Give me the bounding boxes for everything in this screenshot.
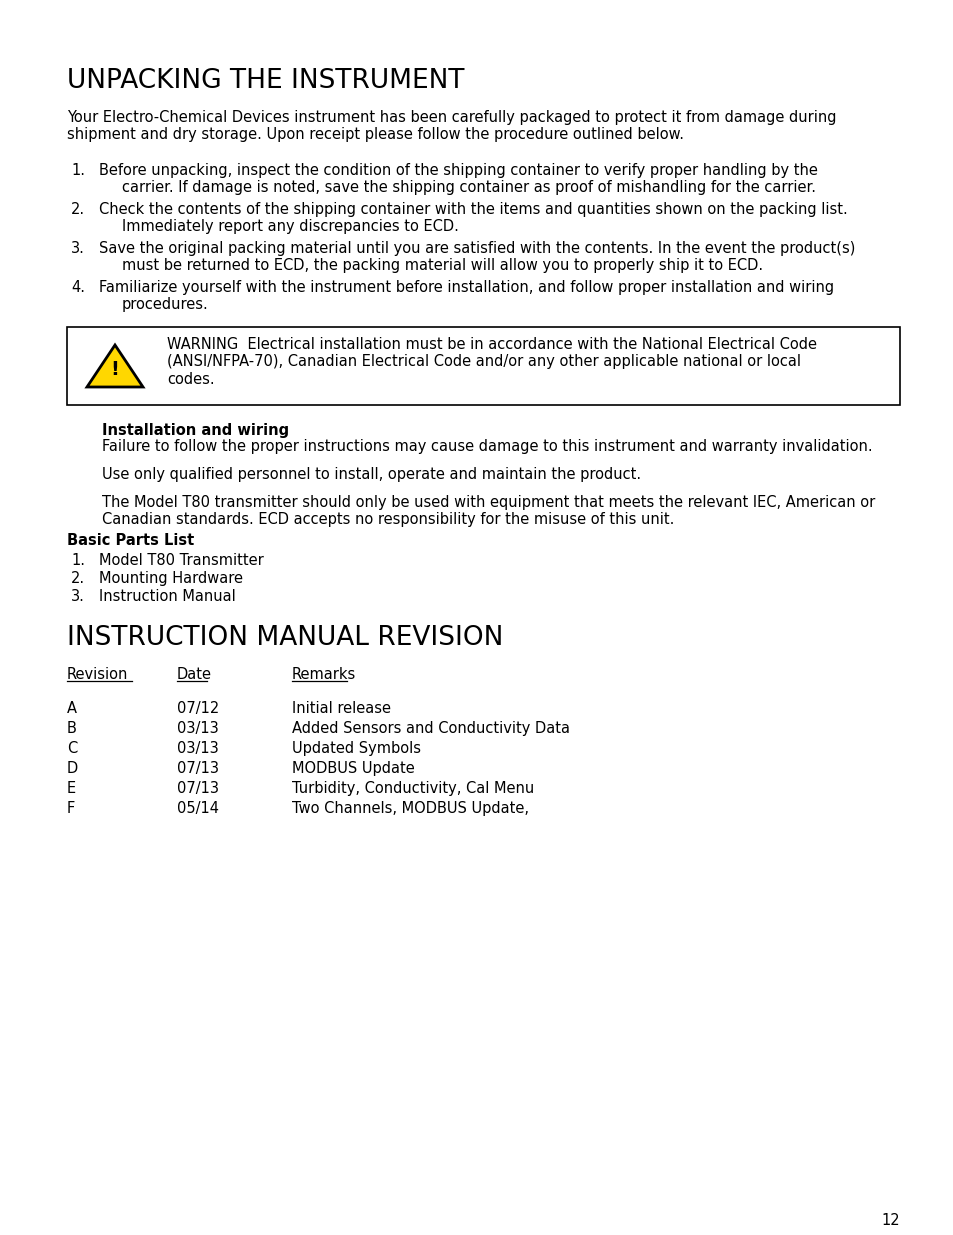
Text: Updated Symbols: Updated Symbols	[292, 741, 420, 756]
Text: Initial release: Initial release	[292, 701, 391, 716]
Text: WARNING  Electrical installation must be in accordance with the National Electri: WARNING Electrical installation must be …	[167, 337, 816, 387]
Text: Familiarize yourself with the instrument before installation, and follow proper : Familiarize yourself with the instrument…	[99, 280, 833, 295]
Text: Instruction Manual: Instruction Manual	[99, 589, 235, 604]
Polygon shape	[87, 345, 143, 387]
Text: Installation and wiring: Installation and wiring	[102, 424, 289, 438]
Text: 07/13: 07/13	[177, 781, 219, 797]
Text: Your Electro-Chemical Devices instrument has been carefully packaged to protect : Your Electro-Chemical Devices instrument…	[67, 110, 836, 142]
Text: carrier. If damage is noted, save the shipping container as proof of mishandling: carrier. If damage is noted, save the sh…	[122, 180, 815, 195]
Text: Mounting Hardware: Mounting Hardware	[99, 571, 243, 585]
Text: D: D	[67, 761, 78, 776]
Text: The Model T80 transmitter should only be used with equipment that meets the rele: The Model T80 transmitter should only be…	[102, 495, 874, 527]
Text: C: C	[67, 741, 77, 756]
Text: Failure to follow the proper instructions may cause damage to this instrument an: Failure to follow the proper instruction…	[102, 438, 872, 454]
Text: 3.: 3.	[71, 241, 85, 256]
Text: INSTRUCTION MANUAL REVISION: INSTRUCTION MANUAL REVISION	[67, 625, 503, 651]
Text: 07/12: 07/12	[177, 701, 219, 716]
Text: 1.: 1.	[71, 163, 85, 178]
Text: Remarks: Remarks	[292, 667, 355, 682]
Text: must be returned to ECD, the packing material will allow you to properly ship it: must be returned to ECD, the packing mat…	[122, 258, 762, 273]
Text: F: F	[67, 802, 75, 816]
Text: Model T80 Transmitter: Model T80 Transmitter	[99, 553, 263, 568]
Text: 1.: 1.	[71, 553, 85, 568]
Text: 3.: 3.	[71, 589, 85, 604]
Text: 2.: 2.	[71, 571, 85, 585]
Text: Date: Date	[177, 667, 212, 682]
Text: 07/13: 07/13	[177, 761, 219, 776]
Text: Save the original packing material until you are satisfied with the contents. In: Save the original packing material until…	[99, 241, 855, 256]
Text: procedures.: procedures.	[122, 296, 209, 312]
Text: 4.: 4.	[71, 280, 85, 295]
Text: Two Channels, MODBUS Update,: Two Channels, MODBUS Update,	[292, 802, 529, 816]
Text: Turbidity, Conductivity, Cal Menu: Turbidity, Conductivity, Cal Menu	[292, 781, 534, 797]
Text: Revision: Revision	[67, 667, 129, 682]
Text: MODBUS Update: MODBUS Update	[292, 761, 415, 776]
Text: Check the contents of the shipping container with the items and quantities shown: Check the contents of the shipping conta…	[99, 203, 847, 217]
Text: 03/13: 03/13	[177, 721, 218, 736]
Text: Basic Parts List: Basic Parts List	[67, 534, 194, 548]
Text: UNPACKING THE INSTRUMENT: UNPACKING THE INSTRUMENT	[67, 68, 464, 94]
Text: E: E	[67, 781, 76, 797]
Text: Immediately report any discrepancies to ECD.: Immediately report any discrepancies to …	[122, 219, 458, 233]
Text: 2.: 2.	[71, 203, 85, 217]
Text: Before unpacking, inspect the condition of the shipping container to verify prop: Before unpacking, inspect the condition …	[99, 163, 817, 178]
Text: 05/14: 05/14	[177, 802, 219, 816]
Text: B: B	[67, 721, 77, 736]
Text: !: !	[111, 359, 119, 378]
Text: 03/13: 03/13	[177, 741, 218, 756]
Text: 12: 12	[881, 1213, 899, 1228]
Text: A: A	[67, 701, 77, 716]
Bar	[67, 327, 899, 405]
Text: Use only qualified personnel to install, operate and maintain the product.: Use only qualified personnel to install,…	[102, 467, 640, 482]
Text: Added Sensors and Conductivity Data: Added Sensors and Conductivity Data	[292, 721, 569, 736]
